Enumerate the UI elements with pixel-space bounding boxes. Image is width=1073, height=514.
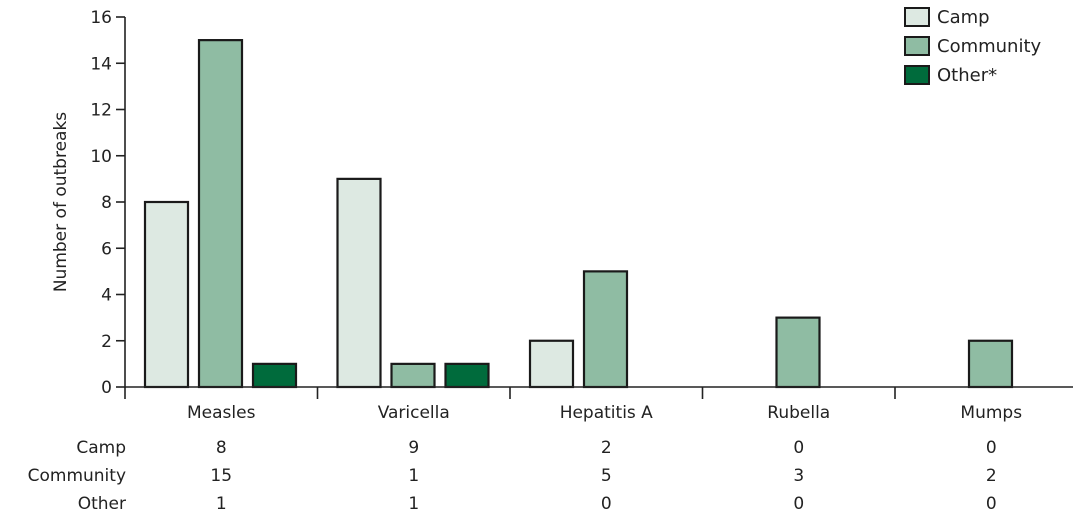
y-tick-label: 10 bbox=[90, 147, 112, 167]
bars bbox=[143, 39, 1014, 389]
y-tick-label: 2 bbox=[101, 332, 112, 352]
legend-swatch-other bbox=[904, 65, 930, 85]
table-cell-community-rubella: 3 bbox=[793, 466, 804, 486]
x-tick-label-mumps: Mumps bbox=[960, 403, 1022, 423]
bar-mumps-community bbox=[967, 339, 1014, 389]
bar-varicella-community bbox=[390, 362, 436, 389]
legend-swatch-community bbox=[904, 36, 930, 56]
y-tick-label: 8 bbox=[101, 193, 112, 213]
table-cell-other-mumps: 0 bbox=[986, 494, 997, 514]
table-cell-camp-hepatitis-a: 2 bbox=[601, 438, 612, 458]
x-tick-label-rubella: Rubella bbox=[767, 403, 830, 423]
table-cell-community-hepatitis-a: 5 bbox=[601, 466, 612, 486]
x-tick-label-measles: Measles bbox=[187, 403, 256, 423]
table-cell-other-hepatitis-a: 0 bbox=[601, 494, 612, 514]
table-cell-camp-mumps: 0 bbox=[986, 438, 997, 458]
y-tick-label: 12 bbox=[90, 101, 112, 121]
y-axis: 0 2 4 6 8 10 12 14 16 bbox=[90, 8, 126, 398]
legend: Camp Community Other* bbox=[904, 7, 1042, 86]
x-tick-label-hepatitis-a: Hepatitis A bbox=[560, 403, 653, 423]
table-cell-community-mumps: 2 bbox=[986, 466, 997, 486]
table-cell-camp-rubella: 0 bbox=[793, 438, 804, 458]
table-row-label-community: Community bbox=[28, 466, 126, 486]
legend-label-community: Community bbox=[937, 36, 1042, 57]
bar-varicella-camp bbox=[336, 177, 382, 389]
table-cell-community-measles: 15 bbox=[210, 466, 232, 486]
y-tick-label: 0 bbox=[101, 378, 112, 398]
x-tick-label-varicella: Varicella bbox=[378, 403, 450, 423]
table-cell-camp-varicella: 9 bbox=[408, 438, 419, 458]
bar-measles-community bbox=[197, 39, 244, 389]
legend-swatch-camp bbox=[904, 7, 930, 27]
table-cell-camp-measles: 8 bbox=[216, 438, 227, 458]
y-tick-label: 4 bbox=[101, 286, 112, 306]
bar-varicella-other bbox=[444, 362, 490, 389]
table-row-label-other: Other bbox=[78, 494, 126, 514]
bar-rubella-community bbox=[775, 316, 821, 389]
bar-measles-camp bbox=[143, 200, 190, 389]
table-cell-other-varicella: 1 bbox=[408, 494, 419, 514]
table-cell-other-rubella: 0 bbox=[793, 494, 804, 514]
legend-label-camp: Camp bbox=[937, 7, 990, 28]
bar-hepatitis-a-community bbox=[582, 270, 629, 389]
y-axis-label: Number of outbreaks bbox=[51, 112, 71, 292]
bar-hepatitis-a-camp bbox=[528, 339, 575, 389]
y-tick-label: 16 bbox=[90, 8, 112, 28]
legend-label-other: Other* bbox=[937, 65, 997, 86]
bar-measles-other bbox=[251, 362, 298, 389]
y-tick-label: 14 bbox=[90, 54, 112, 74]
table-cell-community-varicella: 1 bbox=[408, 466, 419, 486]
x-axis: Measles Varicella Hepatitis A Rubella Mumps bbox=[124, 386, 1073, 423]
table-row-label-camp: Camp bbox=[76, 438, 126, 458]
table-cell-other-measles: 1 bbox=[216, 494, 227, 514]
y-tick-label: 6 bbox=[101, 239, 112, 259]
